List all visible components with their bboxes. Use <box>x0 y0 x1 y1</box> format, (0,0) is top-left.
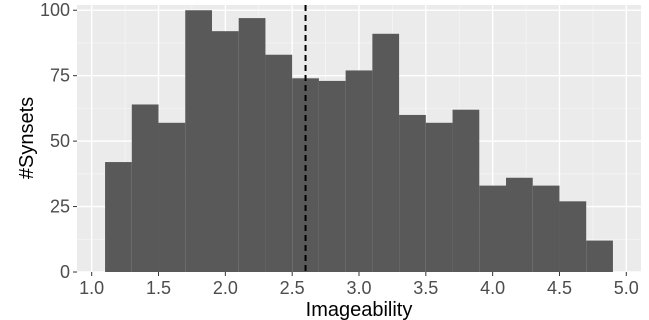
x-axis-title: Imageability <box>306 299 413 320</box>
y-axis-title: #Synsets <box>16 97 38 179</box>
x-tick-label: 1.5 <box>146 278 171 298</box>
histogram-bar-12 <box>399 114 426 272</box>
x-tick-label: 4.5 <box>547 278 572 298</box>
x-axis: 1.0 1.5 2.0 2.5 3.0 3.5 4.0 4.5 5.0 <box>79 272 639 298</box>
y-axis: 0 25 50 75 100 <box>40 0 77 282</box>
x-tick-label: 3.0 <box>346 278 371 298</box>
histogram-bar-2 <box>131 104 159 273</box>
histogram-bar-3 <box>158 122 186 272</box>
x-tick-label: 1.0 <box>79 278 104 298</box>
histogram-bar-1 <box>105 162 132 272</box>
x-tick-label: 5.0 <box>614 278 639 298</box>
histogram-bar-16 <box>506 177 533 272</box>
histogram-bar-13 <box>425 122 453 272</box>
y-tick-label: 0 <box>60 262 70 282</box>
y-tick-label: 25 <box>50 197 70 217</box>
x-tick-label: 3.5 <box>413 278 438 298</box>
histogram-bar-11 <box>372 33 400 273</box>
histogram-bar-17 <box>532 185 560 272</box>
histogram-bar-9 <box>318 80 346 272</box>
histogram-bar-4 <box>185 10 212 273</box>
histogram-bar-6 <box>238 18 266 272</box>
histogram-bar-10 <box>345 70 373 272</box>
x-tick-label: 2.5 <box>280 278 305 298</box>
x-tick-label: 4.0 <box>480 278 505 298</box>
histogram-bar-19 <box>586 240 613 272</box>
histogram-bar-5 <box>211 31 239 273</box>
histogram-bar-15 <box>479 185 507 272</box>
y-tick-label: 75 <box>50 66 70 86</box>
y-tick-label: 100 <box>40 0 70 20</box>
histogram-bar-18 <box>559 201 587 272</box>
y-tick-label: 50 <box>50 131 70 151</box>
x-tick-label: 2.0 <box>213 278 238 298</box>
histogram-bar-7 <box>265 54 293 273</box>
histogram-bars <box>105 10 613 273</box>
histogram-bar-14 <box>452 109 480 273</box>
